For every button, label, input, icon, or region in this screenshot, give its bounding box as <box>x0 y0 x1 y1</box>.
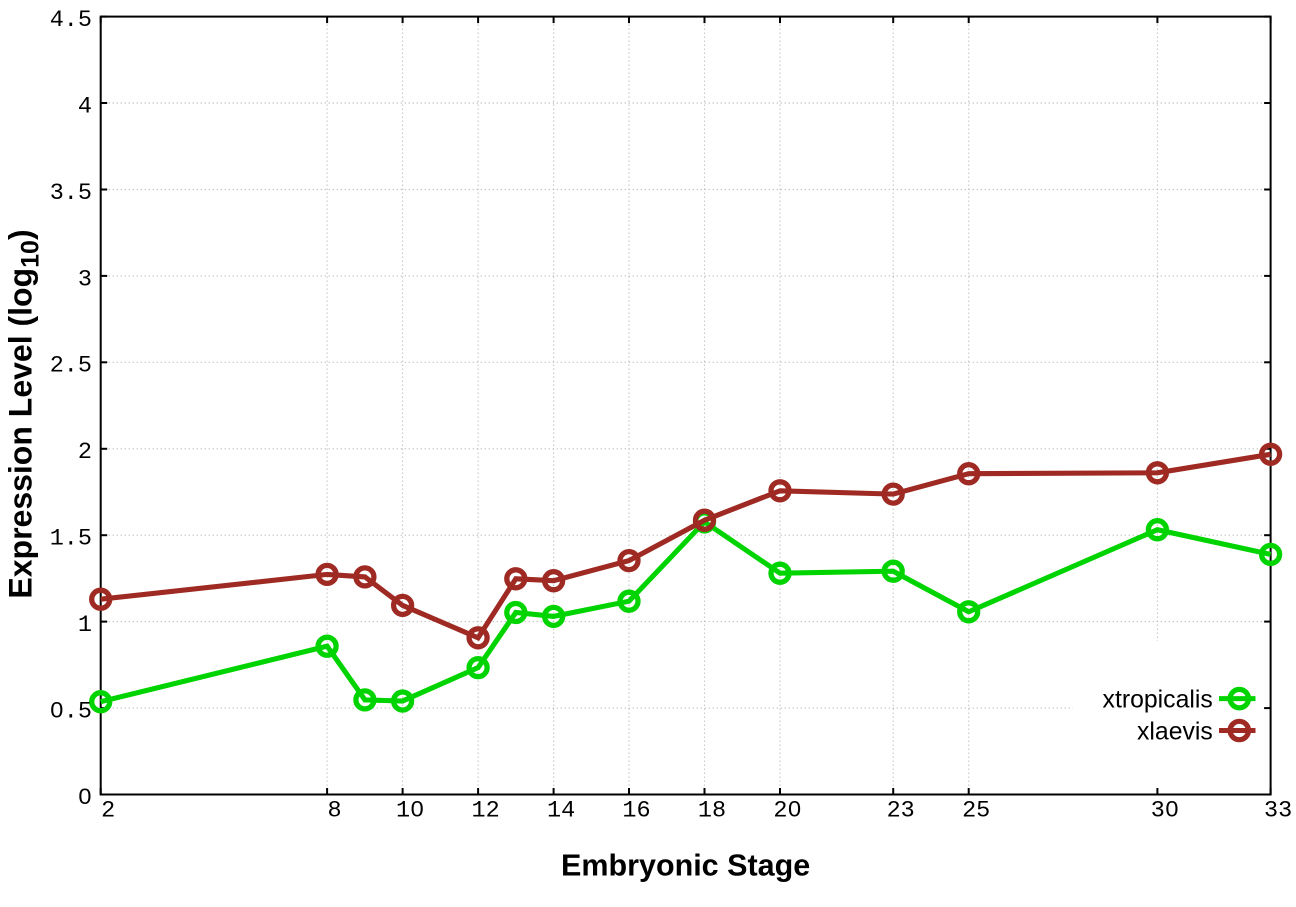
svg-text:23: 23 <box>887 798 915 825</box>
svg-text:2.5: 2.5 <box>50 353 92 380</box>
svg-text:4.5: 4.5 <box>50 7 92 34</box>
svg-text:xlaevis: xlaevis <box>1137 718 1213 745</box>
svg-text:xtropicalis: xtropicalis <box>1103 687 1213 714</box>
svg-text:12: 12 <box>471 798 499 825</box>
svg-text:25: 25 <box>962 798 990 825</box>
svg-text:4: 4 <box>78 93 92 120</box>
svg-text:2: 2 <box>78 439 92 466</box>
svg-text:14: 14 <box>547 798 575 825</box>
svg-text:Expression Level (log10): Expression Level (log10) <box>3 229 45 598</box>
svg-text:Embryonic Stage: Embryonic Stage <box>561 849 810 883</box>
svg-text:33: 33 <box>1264 798 1292 825</box>
svg-text:3: 3 <box>78 266 92 293</box>
svg-text:16: 16 <box>622 798 650 825</box>
svg-text:2: 2 <box>101 798 115 825</box>
svg-text:8: 8 <box>328 798 342 825</box>
svg-text:1: 1 <box>78 612 92 639</box>
svg-text:1.5: 1.5 <box>50 526 92 553</box>
svg-text:18: 18 <box>698 798 726 825</box>
svg-text:3.5: 3.5 <box>50 180 92 207</box>
